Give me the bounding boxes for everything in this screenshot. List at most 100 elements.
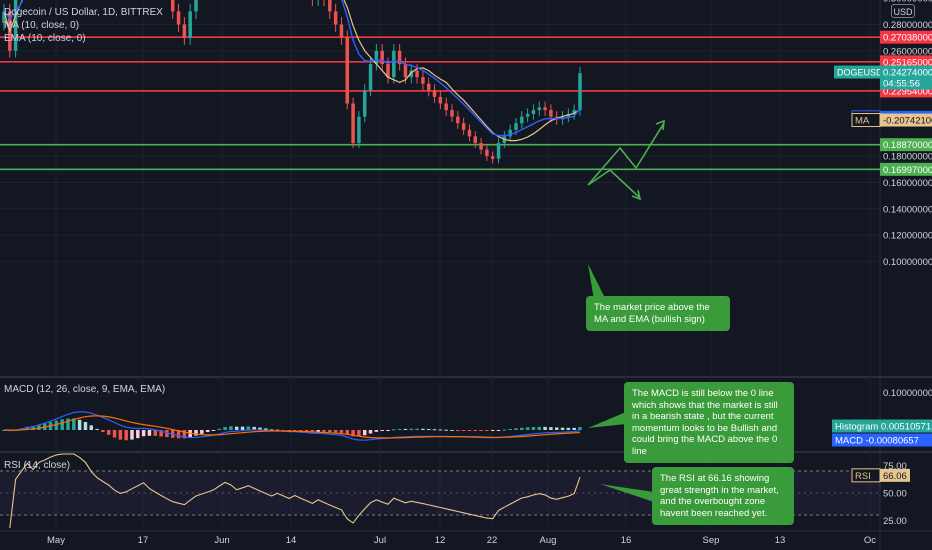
macd-value-label: MACD -0.00080657 (835, 436, 919, 447)
time-tick-label: May (47, 535, 65, 546)
macd-histogram-bar (159, 430, 163, 437)
candle-body (508, 129, 512, 137)
signal-line (3, 415, 581, 439)
macd-histogram-bar (560, 427, 565, 430)
macd-callout-pointer (588, 412, 626, 428)
macd-histogram-bar (275, 429, 280, 431)
macd-histogram-bar (147, 430, 152, 436)
macd-histogram-bar (554, 427, 559, 430)
macd-histogram-bar (54, 420, 59, 430)
macd-histogram-bar (450, 429, 454, 431)
macd-histogram-bar (217, 428, 222, 430)
support-resistance-lines (0, 36, 880, 171)
ema-legend[interactable]: EMA (10, close, 0) (4, 33, 86, 44)
macd-histogram-bar (328, 430, 332, 433)
candle-body (421, 77, 425, 84)
macd-histogram-bar (89, 425, 94, 430)
candle-body (194, 0, 198, 12)
rsi-legend[interactable]: RSI (14, close) (4, 460, 71, 471)
macd-histogram-bar (456, 430, 460, 431)
candle-body (188, 11, 192, 38)
macd-histogram-bar (31, 426, 35, 430)
macd-histogram-bar (37, 424, 41, 430)
macd-value-label: Histogram 0.00510571 (835, 422, 931, 433)
projection-arrows (587, 119, 665, 502)
price-tick-label: 0.30000000 (883, 0, 932, 5)
rsi-tick-label: 75.00 (883, 461, 907, 472)
candle-body (467, 129, 472, 137)
rsi-name-label: RSI (855, 471, 871, 482)
macd-value-tag (832, 419, 932, 433)
rsi-line (9, 453, 581, 529)
price-axis: 0.360000000.340000000.320000000.30000000… (832, 0, 932, 527)
candle-body (392, 50, 396, 78)
candle-body (578, 73, 582, 111)
macd-histogram-bar (543, 426, 547, 430)
macd-histogram-bar (264, 428, 268, 430)
candle-body (374, 50, 379, 64)
price-tick-label: 0.10000000 (883, 257, 932, 268)
candle-body (333, 11, 338, 25)
macd-histogram-bar (566, 427, 571, 430)
candle-body (380, 50, 384, 64)
time-tick-label: Oc (864, 535, 876, 546)
macd-histogram-bar (426, 428, 431, 430)
macd-histogram-bar (514, 428, 518, 430)
time-axis: May 17 Jun 14 Jul 12 22 Aug 16 Sep 13 Oc (47, 535, 876, 546)
chart-title: Dogecoin / US Dollar, 1D, BITTREX (4, 7, 163, 18)
macd-histogram-bar (130, 430, 134, 440)
price-tick-label: 0.14000000 (883, 204, 932, 215)
macd-histogram-bar (368, 430, 373, 434)
macd-histogram-bar (421, 428, 425, 430)
candle-body (543, 107, 547, 111)
level-price-label: 0.16997000 (883, 165, 932, 176)
indicator-name-label: MA (855, 116, 870, 127)
candle-body (426, 83, 431, 91)
macd-histogram-bar (380, 430, 384, 431)
macd-histogram-bar (461, 430, 466, 431)
macd-callout: The MACD is still below the 0 line which… (624, 382, 794, 463)
candle-body (444, 103, 448, 111)
bullish-arrowhead (655, 119, 665, 131)
macd-histogram-bar (77, 419, 82, 430)
macd-histogram-bar (578, 427, 582, 430)
macd-histogram-bar (351, 430, 355, 437)
price-countdown: 04:55:56 (883, 79, 920, 90)
macd-histogram-bar (165, 430, 169, 438)
symbol-tag-label: DOGEUSD (837, 68, 883, 78)
indicator-value-tag (880, 113, 932, 127)
ma-legend[interactable]: MA (10, close, 0) (4, 20, 80, 31)
macd-histogram-bar (106, 430, 111, 435)
macd-histogram-bar (520, 427, 524, 430)
candle-body (456, 116, 460, 124)
pullback-arrowhead (631, 189, 642, 201)
rsi-tick-label: 25.00 (883, 516, 907, 527)
symbol-tag (834, 65, 880, 79)
macd-histogram-bar (60, 419, 64, 430)
candle-body (514, 123, 518, 130)
candle-body (368, 64, 373, 91)
time-tick-label: 22 (487, 535, 498, 546)
indicator-value-label: -0.20742100 (883, 116, 932, 127)
macd-histogram-bar (316, 430, 320, 432)
currency-label[interactable]: USD (891, 4, 915, 18)
rsi-callout: The RSI at 66.16 showing great strength … (652, 467, 794, 525)
price-value: 0.24274000 (883, 68, 932, 79)
macd-histogram-bar (322, 430, 326, 432)
macd-histogram-bar (473, 430, 478, 431)
macd-histogram-bar (333, 430, 338, 433)
macd-histogram-bar (252, 426, 256, 430)
macd-histogram-bar (141, 430, 146, 437)
macd-histogram-bar (258, 427, 262, 430)
time-tick-label: 16 (621, 535, 632, 546)
macd-histogram-bar (234, 426, 239, 430)
macd-histogram-bar (362, 430, 367, 436)
macd-histogram-bar (525, 427, 530, 430)
candle-body (357, 116, 361, 143)
macd-histogram-bar (205, 430, 210, 433)
macd-legend[interactable]: MACD (12, 26, close, 9, EMA, EMA) (4, 384, 166, 395)
level-price-tag (880, 55, 932, 69)
ema-line (3, 0, 581, 137)
macd-histogram-bar (66, 418, 70, 430)
level-price-tag (880, 138, 932, 152)
